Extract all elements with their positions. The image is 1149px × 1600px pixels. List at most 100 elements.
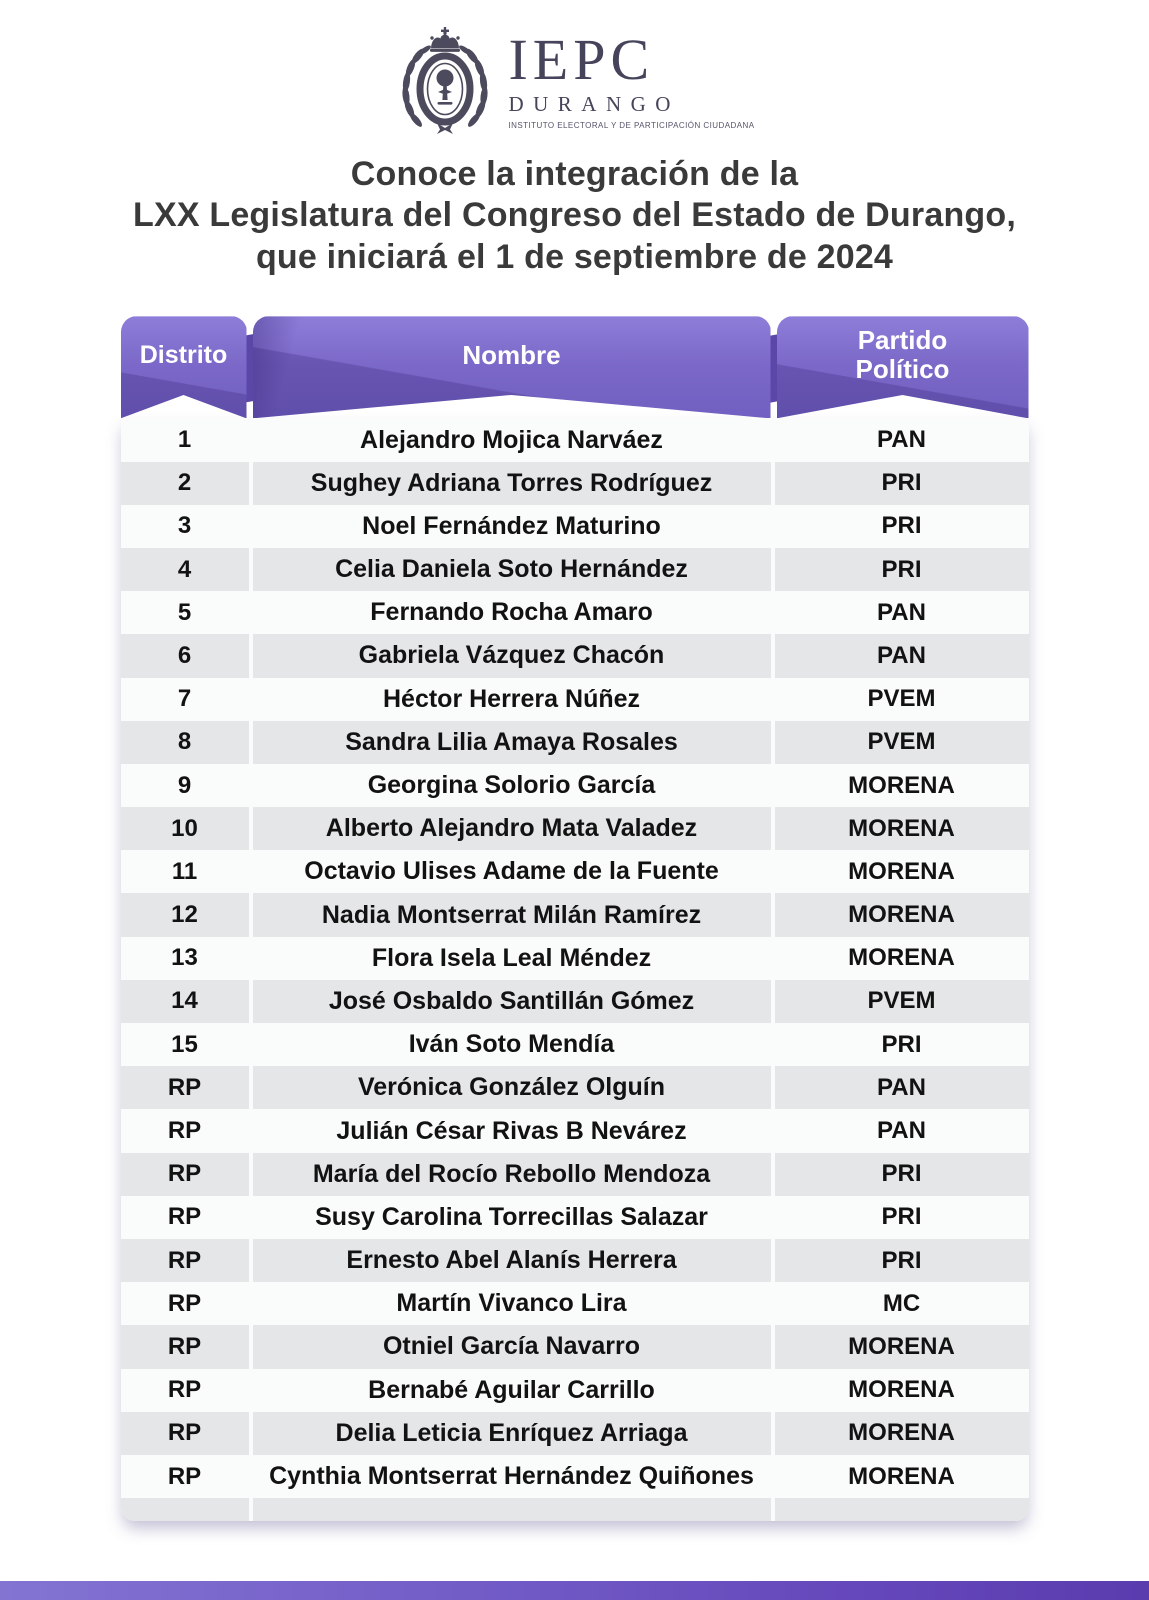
table-row: RP Bernabé Aguilar Carrillo MORENA bbox=[120, 1368, 1029, 1412]
district-cell: 6 bbox=[120, 634, 249, 678]
party-cell: MORENA bbox=[774, 936, 1029, 980]
column-header-partido: Partido Político bbox=[776, 316, 1029, 419]
party-cell: PVEM bbox=[774, 720, 1029, 764]
name-cell: Celia Daniela Soto Hernández bbox=[252, 547, 771, 592]
district-cell: 4 bbox=[120, 547, 249, 592]
district-cell: 12 bbox=[120, 893, 249, 937]
table-row: 13 Flora Isela Leal Méndez MORENA bbox=[120, 936, 1029, 980]
district-cell: 7 bbox=[120, 677, 249, 721]
district-cell: 14 bbox=[120, 979, 249, 1024]
party-cell: PVEM bbox=[774, 677, 1029, 721]
name-cell bbox=[252, 1498, 771, 1522]
name-cell: Georgina Solorio García bbox=[252, 763, 771, 808]
party-cell bbox=[774, 1498, 1029, 1522]
table-row: 12 Nadia Montserrat Milán Ramírez MORENA bbox=[120, 893, 1029, 937]
district-cell: 9 bbox=[120, 763, 249, 808]
district-cell: RP bbox=[120, 1152, 249, 1196]
district-cell: 5 bbox=[120, 591, 249, 635]
name-cell: Otniel García Navarro bbox=[252, 1325, 771, 1369]
table-row: RP Susy Carolina Torrecillas Salazar PRI bbox=[120, 1195, 1029, 1239]
party-cell: PAN bbox=[774, 591, 1029, 635]
table-row: RP Cynthia Montserrat Hernández Quiñones M… bbox=[120, 1454, 1029, 1499]
table-row: 2 Sughey Adriana Torres Rodríguez PRI bbox=[120, 461, 1029, 505]
table-body: 1 Alejandro Mojica Narváez PAN 2 Sughey Adr… bbox=[120, 418, 1029, 1522]
title-line-2: LXX Legislatura del Congreso del Estado … bbox=[132, 196, 1016, 235]
table-row: 4 Celia Daniela Soto Hernández PRI bbox=[120, 547, 1029, 592]
party-cell: MORENA bbox=[774, 1411, 1029, 1455]
district-cell: RP bbox=[120, 1282, 249, 1326]
party-cell: MORENA bbox=[774, 1368, 1029, 1412]
column-header-label: Partido Político bbox=[855, 325, 950, 385]
party-cell: MORENA bbox=[774, 807, 1029, 851]
name-cell: Noel Fernández Maturino bbox=[252, 504, 771, 548]
column-header-distrito: Distrito bbox=[120, 316, 247, 419]
name-cell: Cynthia Montserrat Hernández Quiñones bbox=[252, 1454, 771, 1499]
logo-acronym: IEPC bbox=[508, 27, 655, 93]
table-row: RP Julián César Rivas B Nevárez PAN bbox=[120, 1109, 1029, 1153]
name-cell: Alberto Alejandro Mata Valadez bbox=[252, 807, 771, 851]
table-row: 3 Noel Fernández Maturino PRI bbox=[120, 504, 1029, 548]
district-cell: RP bbox=[120, 1368, 249, 1412]
name-cell: José Osbaldo Santillán Gómez bbox=[252, 979, 771, 1024]
party-cell: PRI bbox=[774, 1195, 1029, 1239]
district-cell: RP bbox=[120, 1195, 249, 1239]
district-cell: 2 bbox=[120, 461, 249, 505]
party-cell: PRI bbox=[774, 504, 1029, 548]
title-line-1: Conoce la integración de la bbox=[350, 155, 799, 193]
table-row: 10 Alberto Alejandro Mata Valadez MORENA bbox=[120, 807, 1029, 851]
name-cell: Bernabé Aguilar Carrillo bbox=[252, 1368, 771, 1412]
name-cell: Ernesto Abel Alanís Herrera bbox=[252, 1238, 771, 1283]
party-cell: MORENA bbox=[774, 1454, 1029, 1499]
table-row: RP Otniel García Navarro MORENA bbox=[120, 1325, 1029, 1369]
district-cell: RP bbox=[120, 1411, 249, 1455]
party-cell: PRI bbox=[774, 461, 1029, 505]
column-header-label: Nombre bbox=[462, 339, 561, 370]
party-cell: PAN bbox=[774, 418, 1029, 462]
table-row: 1 Alejandro Mojica Narváez PAN bbox=[120, 418, 1029, 462]
table-row: 6 Gabriela Vázquez Chacón PAN bbox=[120, 634, 1029, 678]
table-row: 7 Héctor Herrera Núñez PVEM bbox=[120, 677, 1029, 721]
footer-accent-bar bbox=[0, 1581, 1149, 1600]
party-cell: PVEM bbox=[774, 979, 1029, 1024]
page-title: Conoce la integración de la LXX Legislat… bbox=[0, 154, 1149, 278]
district-cell: RP bbox=[120, 1454, 249, 1499]
table-row: 14 José Osbaldo Santillán Gómez PVEM bbox=[120, 979, 1029, 1024]
party-cell: PRI bbox=[774, 1238, 1029, 1283]
name-cell: María del Rocío Rebollo Mendoza bbox=[252, 1152, 771, 1196]
table-row: 8 Sandra Lilia Amaya Rosales PVEM bbox=[120, 720, 1029, 764]
logo-region: DURANGO bbox=[508, 91, 680, 116]
party-cell: MC bbox=[774, 1282, 1029, 1326]
name-cell: Gabriela Vázquez Chacón bbox=[252, 634, 771, 678]
district-cell: RP bbox=[120, 1066, 249, 1110]
table-row: 9 Georgina Solorio García MORENA bbox=[120, 763, 1029, 808]
district-cell: 3 bbox=[120, 504, 249, 548]
table-row: RP Martín Vivanco Lira MC bbox=[120, 1282, 1029, 1326]
party-cell: MORENA bbox=[774, 850, 1029, 894]
title-line-3: que iniciará el 1 de septiembre de 2024 bbox=[255, 237, 894, 276]
name-cell: Iván Soto Mendía bbox=[252, 1023, 771, 1067]
name-cell: Martín Vivanco Lira bbox=[252, 1282, 771, 1326]
district-cell: RP bbox=[120, 1325, 249, 1369]
name-cell: Julián César Rivas B Nevárez bbox=[252, 1109, 771, 1153]
name-cell: Héctor Herrera Núñez bbox=[252, 677, 771, 721]
district-cell: 11 bbox=[120, 850, 249, 894]
name-cell: Fernando Rocha Amaro bbox=[252, 591, 771, 635]
table-row: RP María del Rocío Rebollo Mendoza PRI bbox=[120, 1152, 1029, 1196]
column-header-nombre: Nombre bbox=[252, 316, 771, 419]
district-cell: 15 bbox=[120, 1023, 249, 1067]
district-cell: RP bbox=[120, 1109, 249, 1153]
name-cell: Octavio Ulises Adame de la Fuente bbox=[252, 850, 771, 894]
name-cell: Alejandro Mojica Narváez bbox=[252, 418, 771, 462]
district-cell: 1 bbox=[120, 418, 249, 462]
iepc-logo: IEPC DURANGO INSTITUTO ELECTORAL Y DE PA… bbox=[0, 0, 1149, 136]
party-cell: MORENA bbox=[774, 1325, 1029, 1369]
name-cell: Verónica González Olguín bbox=[252, 1066, 771, 1110]
party-cell: PRI bbox=[774, 1023, 1029, 1067]
name-cell: Nadia Montserrat Milán Ramírez bbox=[252, 893, 771, 937]
column-header-label: Distrito bbox=[139, 341, 228, 370]
table-row: 11 Octavio Ulises Adame de la Fuente MOREN… bbox=[120, 850, 1029, 894]
party-cell: PAN bbox=[774, 1066, 1029, 1110]
logo-tagline: INSTITUTO ELECTORAL Y DE PARTICIPACIÓN C… bbox=[508, 120, 755, 130]
table-header: Distrito Nombre Partido Político bbox=[120, 316, 1029, 419]
